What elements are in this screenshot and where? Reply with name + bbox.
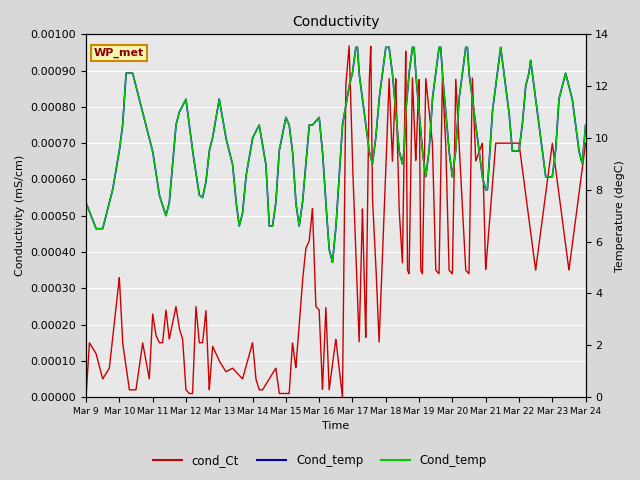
- Legend: cond_Ct, Cond_temp, Cond_temp: cond_Ct, Cond_temp, Cond_temp: [148, 449, 492, 472]
- Y-axis label: Conductivity (mS/cm): Conductivity (mS/cm): [15, 155, 25, 276]
- X-axis label: Time: Time: [322, 421, 349, 432]
- Title: Conductivity: Conductivity: [292, 15, 380, 29]
- Y-axis label: Temperature (degC): Temperature (degC): [615, 160, 625, 272]
- Text: WP_met: WP_met: [93, 48, 144, 59]
